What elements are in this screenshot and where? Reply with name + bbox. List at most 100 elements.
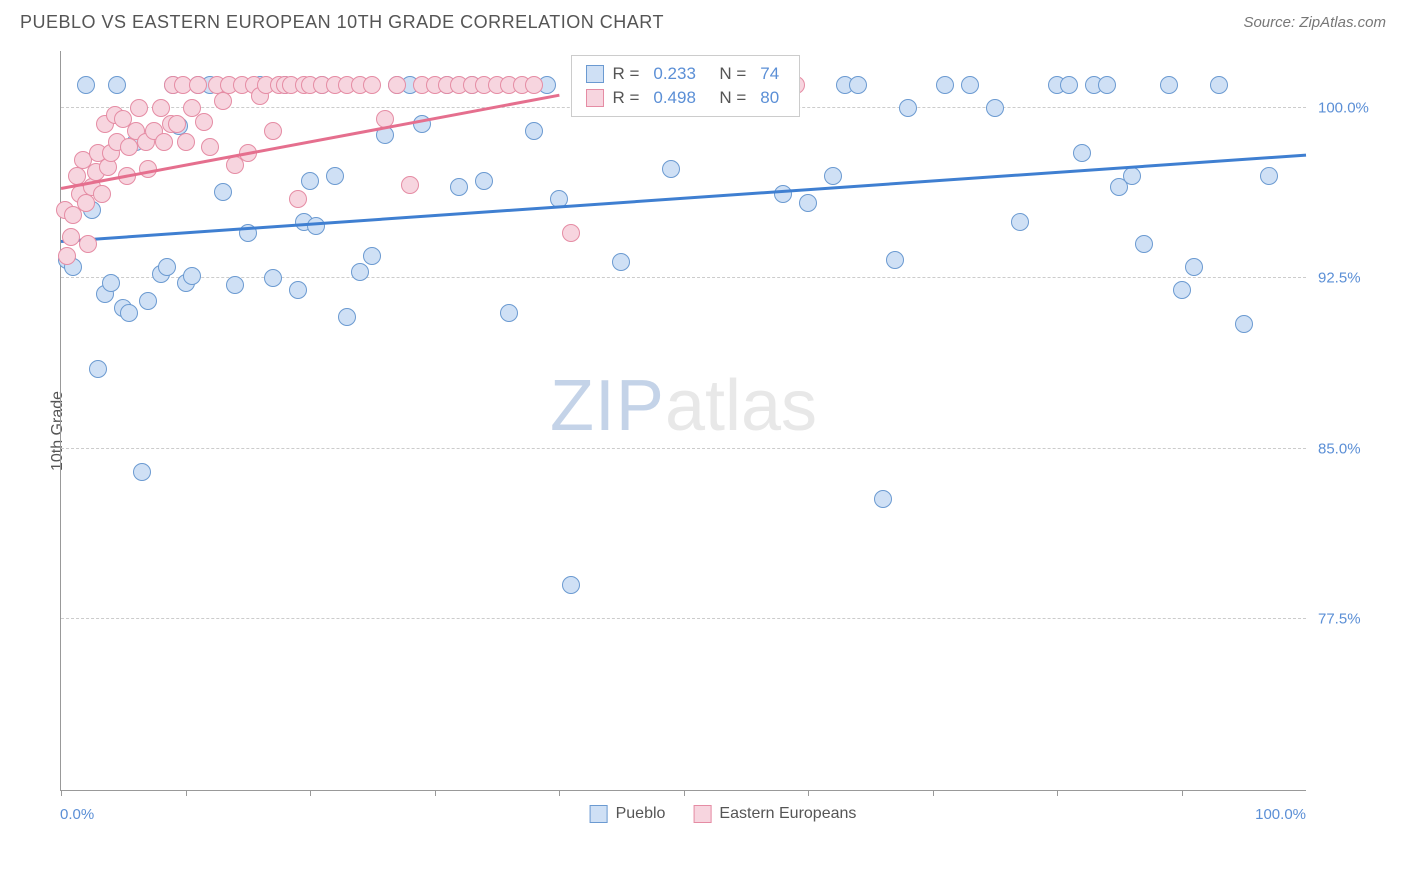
- data-point: [525, 122, 543, 140]
- data-point: [195, 113, 213, 131]
- x-tick: [559, 790, 560, 796]
- x-tick: [1057, 790, 1058, 796]
- data-point: [108, 76, 126, 94]
- data-point: [155, 133, 173, 151]
- x-max-label: 100.0%: [1255, 806, 1306, 823]
- data-point: [338, 308, 356, 326]
- data-point: [1235, 315, 1253, 333]
- data-point: [525, 76, 543, 94]
- data-point: [189, 76, 207, 94]
- stats-r-label: R =: [612, 88, 639, 108]
- legend: Pueblo Eastern Europeans: [590, 805, 857, 823]
- x-tick: [1182, 790, 1183, 796]
- legend-item-eastern: Eastern Europeans: [693, 805, 856, 823]
- data-point: [77, 76, 95, 94]
- data-point: [562, 576, 580, 594]
- data-point: [363, 247, 381, 265]
- data-point: [214, 183, 232, 201]
- data-point: [961, 76, 979, 94]
- data-point: [264, 269, 282, 287]
- data-point: [89, 360, 107, 378]
- stats-row: R = 0.498 N = 80: [586, 86, 785, 110]
- y-tick-label: 77.5%: [1318, 611, 1361, 628]
- stats-n-value: 80: [760, 88, 779, 108]
- x-tick: [808, 790, 809, 796]
- data-point: [264, 122, 282, 140]
- data-point: [77, 194, 95, 212]
- data-point: [183, 267, 201, 285]
- data-point: [401, 176, 419, 194]
- x-tick: [186, 790, 187, 796]
- data-point: [562, 224, 580, 242]
- data-point: [307, 217, 325, 235]
- data-point: [874, 490, 892, 508]
- data-point: [1260, 167, 1278, 185]
- watermark-zip: ZIP: [550, 366, 665, 446]
- watermark: ZIPatlas: [550, 365, 817, 447]
- data-point: [93, 185, 111, 203]
- stats-r-label: R =: [612, 64, 639, 84]
- legend-swatch-pueblo: [590, 805, 608, 823]
- x-tick: [933, 790, 934, 796]
- data-point: [1073, 144, 1091, 162]
- data-point: [158, 258, 176, 276]
- data-point: [824, 167, 842, 185]
- data-point: [886, 251, 904, 269]
- data-point: [363, 76, 381, 94]
- data-point: [388, 76, 406, 94]
- data-point: [79, 235, 97, 253]
- data-point: [102, 274, 120, 292]
- data-point: [612, 253, 630, 271]
- legend-item-pueblo: Pueblo: [590, 805, 666, 823]
- data-point: [177, 133, 195, 151]
- stats-swatch: [586, 65, 604, 83]
- x-min-label: 0.0%: [60, 806, 94, 823]
- stats-r-value: 0.498: [653, 88, 696, 108]
- data-point: [899, 99, 917, 117]
- plot-area: ZIPatlas 77.5%85.0%92.5%100.0%R =0.233 N…: [60, 51, 1306, 791]
- stats-row: R =0.233 N =74: [586, 62, 785, 86]
- data-point: [774, 185, 792, 203]
- data-point: [662, 160, 680, 178]
- chart-container: 10th Grade ZIPatlas 77.5%85.0%92.5%100.0…: [60, 41, 1386, 821]
- data-point: [986, 99, 1004, 117]
- stats-n-label: N =: [710, 88, 746, 108]
- data-point: [201, 138, 219, 156]
- grid-line: [61, 277, 1306, 278]
- y-tick-label: 92.5%: [1318, 270, 1361, 287]
- x-tick: [310, 790, 311, 796]
- data-point: [1011, 213, 1029, 231]
- grid-line: [61, 618, 1306, 619]
- data-point: [226, 276, 244, 294]
- source-attribution: Source: ZipAtlas.com: [1243, 14, 1386, 31]
- stats-n-label: N =: [710, 64, 746, 84]
- data-point: [139, 292, 157, 310]
- data-point: [1060, 76, 1078, 94]
- x-tick: [435, 790, 436, 796]
- stats-box: R =0.233 N =74R =0.498 N =80: [571, 55, 800, 117]
- data-point: [1210, 76, 1228, 94]
- legend-label-pueblo: Pueblo: [616, 805, 666, 823]
- chart-title: PUEBLO VS EASTERN EUROPEAN 10TH GRADE CO…: [20, 12, 664, 33]
- data-point: [1098, 76, 1116, 94]
- data-point: [475, 172, 493, 190]
- stats-swatch: [586, 89, 604, 107]
- data-point: [450, 178, 468, 196]
- grid-line: [61, 448, 1306, 449]
- data-point: [1160, 76, 1178, 94]
- data-point: [301, 172, 319, 190]
- stats-n-value: 74: [760, 64, 779, 84]
- data-point: [130, 99, 148, 117]
- data-point: [62, 228, 80, 246]
- data-point: [326, 167, 344, 185]
- data-point: [120, 304, 138, 322]
- data-point: [849, 76, 867, 94]
- legend-swatch-eastern: [693, 805, 711, 823]
- data-point: [1123, 167, 1141, 185]
- data-point: [289, 190, 307, 208]
- data-point: [214, 92, 232, 110]
- trend-line: [61, 153, 1306, 242]
- data-point: [58, 247, 76, 265]
- data-point: [500, 304, 518, 322]
- watermark-atlas: atlas: [665, 366, 817, 446]
